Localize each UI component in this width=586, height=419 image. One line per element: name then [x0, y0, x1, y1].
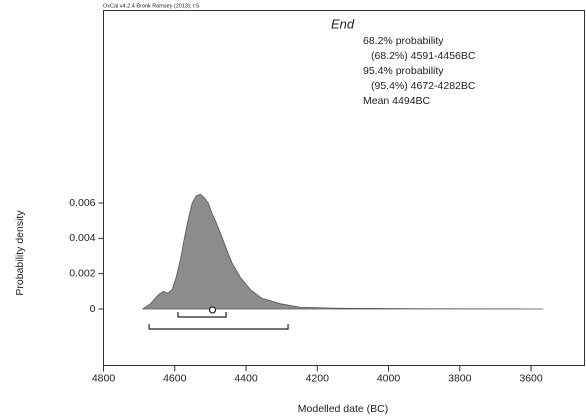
- annotation: (95.4%) 4672-4282BC: [371, 80, 476, 92]
- x-tick-label: 4400: [234, 372, 258, 384]
- density-area: [142, 193, 544, 310]
- range-bracket: [177, 311, 227, 318]
- annotation: 68.2% probability: [363, 35, 444, 47]
- plot-frame: [103, 10, 585, 366]
- range-bracket: [148, 323, 289, 330]
- annotation: (68.2%) 4591-4456BC: [371, 50, 476, 62]
- y-tick-label: 0.004: [69, 232, 95, 244]
- y-tick-label: 0.002: [69, 267, 95, 279]
- annotation: Mean 4494BC: [363, 95, 431, 107]
- x-tick-label: 4000: [377, 372, 401, 384]
- x-tick-label: 4200: [306, 372, 330, 384]
- mean-marker: [208, 306, 217, 314]
- y-axis-label: Probability density: [14, 210, 26, 296]
- x-axis-label: Modelled date (BC): [298, 403, 388, 415]
- x-tick-label: 4600: [163, 372, 187, 384]
- chart-title: End: [331, 16, 355, 31]
- x-tick-label: 4800: [92, 372, 116, 384]
- x-tick-label: 3600: [519, 372, 543, 384]
- header: OxCal v4.2.4 Bronk Ramsey (2013); r:5: [103, 3, 199, 9]
- annotation: 95.4% probability: [363, 65, 444, 77]
- x-tick-label: 3800: [448, 372, 472, 384]
- y-tick-label: 0.006: [69, 197, 95, 209]
- y-tick-label: 0: [90, 303, 96, 315]
